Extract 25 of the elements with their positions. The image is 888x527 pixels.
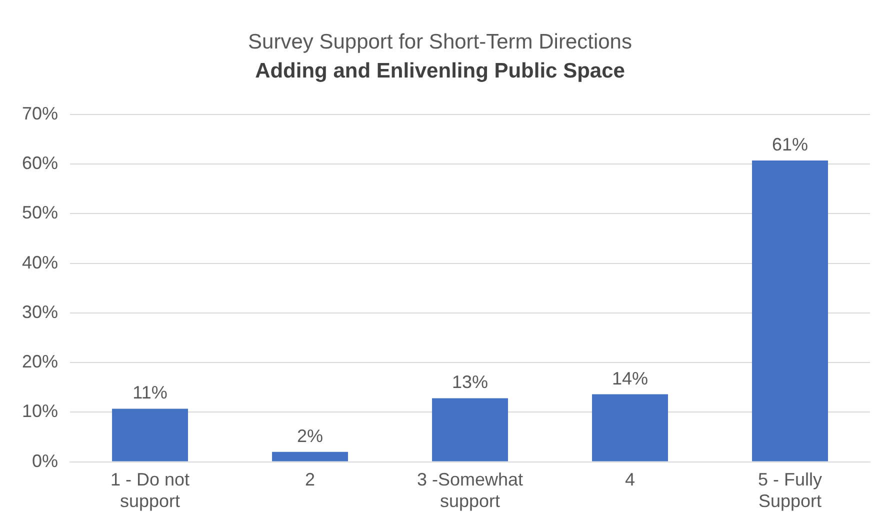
data-label: 61% xyxy=(772,134,808,155)
bar xyxy=(272,452,348,462)
y-tick-label: 0% xyxy=(32,450,58,471)
y-tick-label: 60% xyxy=(22,152,58,173)
data-label: 14% xyxy=(612,368,648,388)
x-tick-label: 5 - Fully Support xyxy=(758,470,822,512)
bar xyxy=(752,160,828,462)
y-tick-label: 50% xyxy=(22,202,58,223)
y-tick-label: 40% xyxy=(22,252,58,272)
chart-title: Survey Support for Short-Term Directions xyxy=(248,30,632,54)
data-label: 11% xyxy=(132,382,168,403)
y-tick-label: 70% xyxy=(22,103,58,124)
x-tick-label: 4 xyxy=(625,470,636,490)
chart-subtitle: Adding and Enlivenling Public Space xyxy=(255,60,625,83)
bar xyxy=(432,398,508,462)
bar xyxy=(592,394,668,462)
x-tick-label: 2 xyxy=(305,470,316,490)
y-tick-label: 10% xyxy=(22,401,58,422)
data-label: 13% xyxy=(452,372,488,392)
data-label: 2% xyxy=(297,426,324,446)
y-tick-label: 20% xyxy=(22,352,58,372)
bar xyxy=(112,408,188,462)
y-tick-label: 30% xyxy=(22,302,58,322)
x-tick-label: 1 - Do not support xyxy=(110,470,190,512)
x-tick-label: 3 -Somewhat support xyxy=(416,470,524,512)
